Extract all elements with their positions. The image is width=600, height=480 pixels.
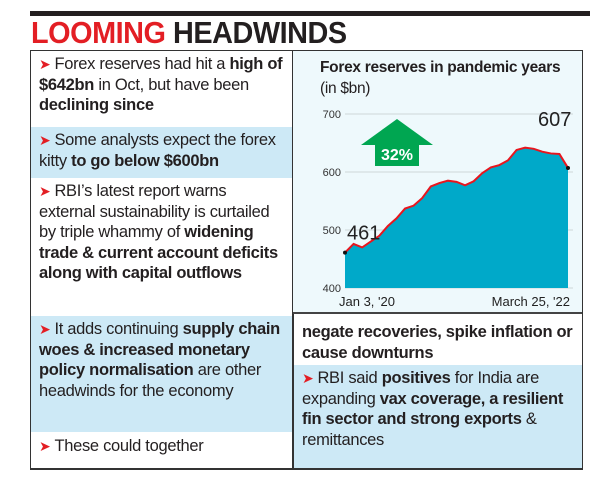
text-segment: Some analysts expect the forex kitty	[39, 131, 276, 170]
x-tick-label: March 25, '22	[492, 294, 570, 309]
text-segment: vax coverage, a resilient fin sector and…	[302, 389, 564, 429]
end-point	[566, 165, 570, 170]
y-tick-label: 400	[323, 283, 341, 295]
text-segment: It adds continuing	[54, 320, 183, 338]
y-tick-label: 600	[323, 167, 341, 179]
text-segment: declining since	[39, 96, 154, 114]
x-tick-label: Jan 3, '20	[339, 294, 395, 309]
bullet-item: ➤ RBI said positives for India are expand…	[294, 365, 582, 468]
y-tick-label: 700	[323, 109, 341, 121]
up-arrow-icon	[361, 119, 433, 166]
headline: LOOMING HEADWINDS	[31, 15, 347, 51]
area-fill	[345, 147, 568, 288]
headline-red: LOOMING	[31, 15, 166, 50]
chart-title: Forex reserves in pandemic years (in $bn)	[320, 59, 561, 97]
start-value-label: 461	[347, 223, 380, 245]
text-segment: widening trade & current account deficit…	[39, 223, 278, 282]
text-segment: supply chain woes & increased monetary p…	[39, 320, 280, 379]
bullet-arrow-icon: ➤	[39, 56, 51, 72]
bullet-item: ➤ Some analysts expect the forex kitty to…	[31, 127, 292, 178]
bullet-item: negate recoveries, spike inflation or ca…	[294, 314, 582, 365]
bullet-arrow-icon: ➤	[39, 438, 51, 454]
top-rule	[30, 11, 590, 16]
text-segment: & remittances	[302, 410, 537, 449]
growth-label: 32%	[381, 147, 413, 164]
text-segment: high of $642bn	[39, 55, 283, 94]
column-divider	[292, 50, 294, 470]
bullet-arrow-icon: ➤	[302, 370, 314, 386]
bullet-item: ➤ Forex reserves had hit a high of $642bn…	[31, 51, 292, 127]
text-segment: negate recoveries, spike inflation or ca…	[302, 323, 573, 362]
chart-unit: (in $bn)	[320, 80, 371, 97]
chart-svg: 400 500 600 700 461 607 32% Jan 3, '20 March 25,…	[323, 109, 573, 309]
infobox	[30, 50, 583, 470]
text-segment: These could together	[54, 437, 204, 455]
bullet-item: ➤ These could together	[31, 433, 292, 468]
bullet-arrow-icon: ➤	[39, 183, 51, 199]
text-segment: for India are expanding	[302, 369, 539, 408]
text-segment: are other headwinds for the economy	[39, 361, 262, 400]
text-segment: to go below $600bn	[71, 151, 219, 170]
text-segment: RBI said	[317, 369, 382, 387]
start-point	[343, 250, 347, 255]
text-segment: in Oct, but have been	[94, 75, 249, 94]
bullet-item: ➤ It adds continuing supply chain woes & …	[31, 316, 292, 432]
text-segment: Forex reserves had hit a	[54, 55, 230, 73]
bullet-arrow-icon: ➤	[39, 321, 51, 337]
end-value-label: 607	[538, 109, 571, 131]
text-segment: positives	[381, 369, 451, 387]
text-segment: RBI’s latest report warns external susta…	[39, 182, 270, 241]
chart-panel: Forex reserves in pandemic years (in $bn)…	[293, 51, 582, 314]
headline-dark: HEADWINDS	[173, 15, 347, 50]
bullet-arrow-icon: ➤	[39, 132, 51, 148]
bullet-item: ➤ RBI’s latest report warns external sust…	[31, 178, 292, 314]
y-tick-label: 500	[323, 225, 341, 237]
